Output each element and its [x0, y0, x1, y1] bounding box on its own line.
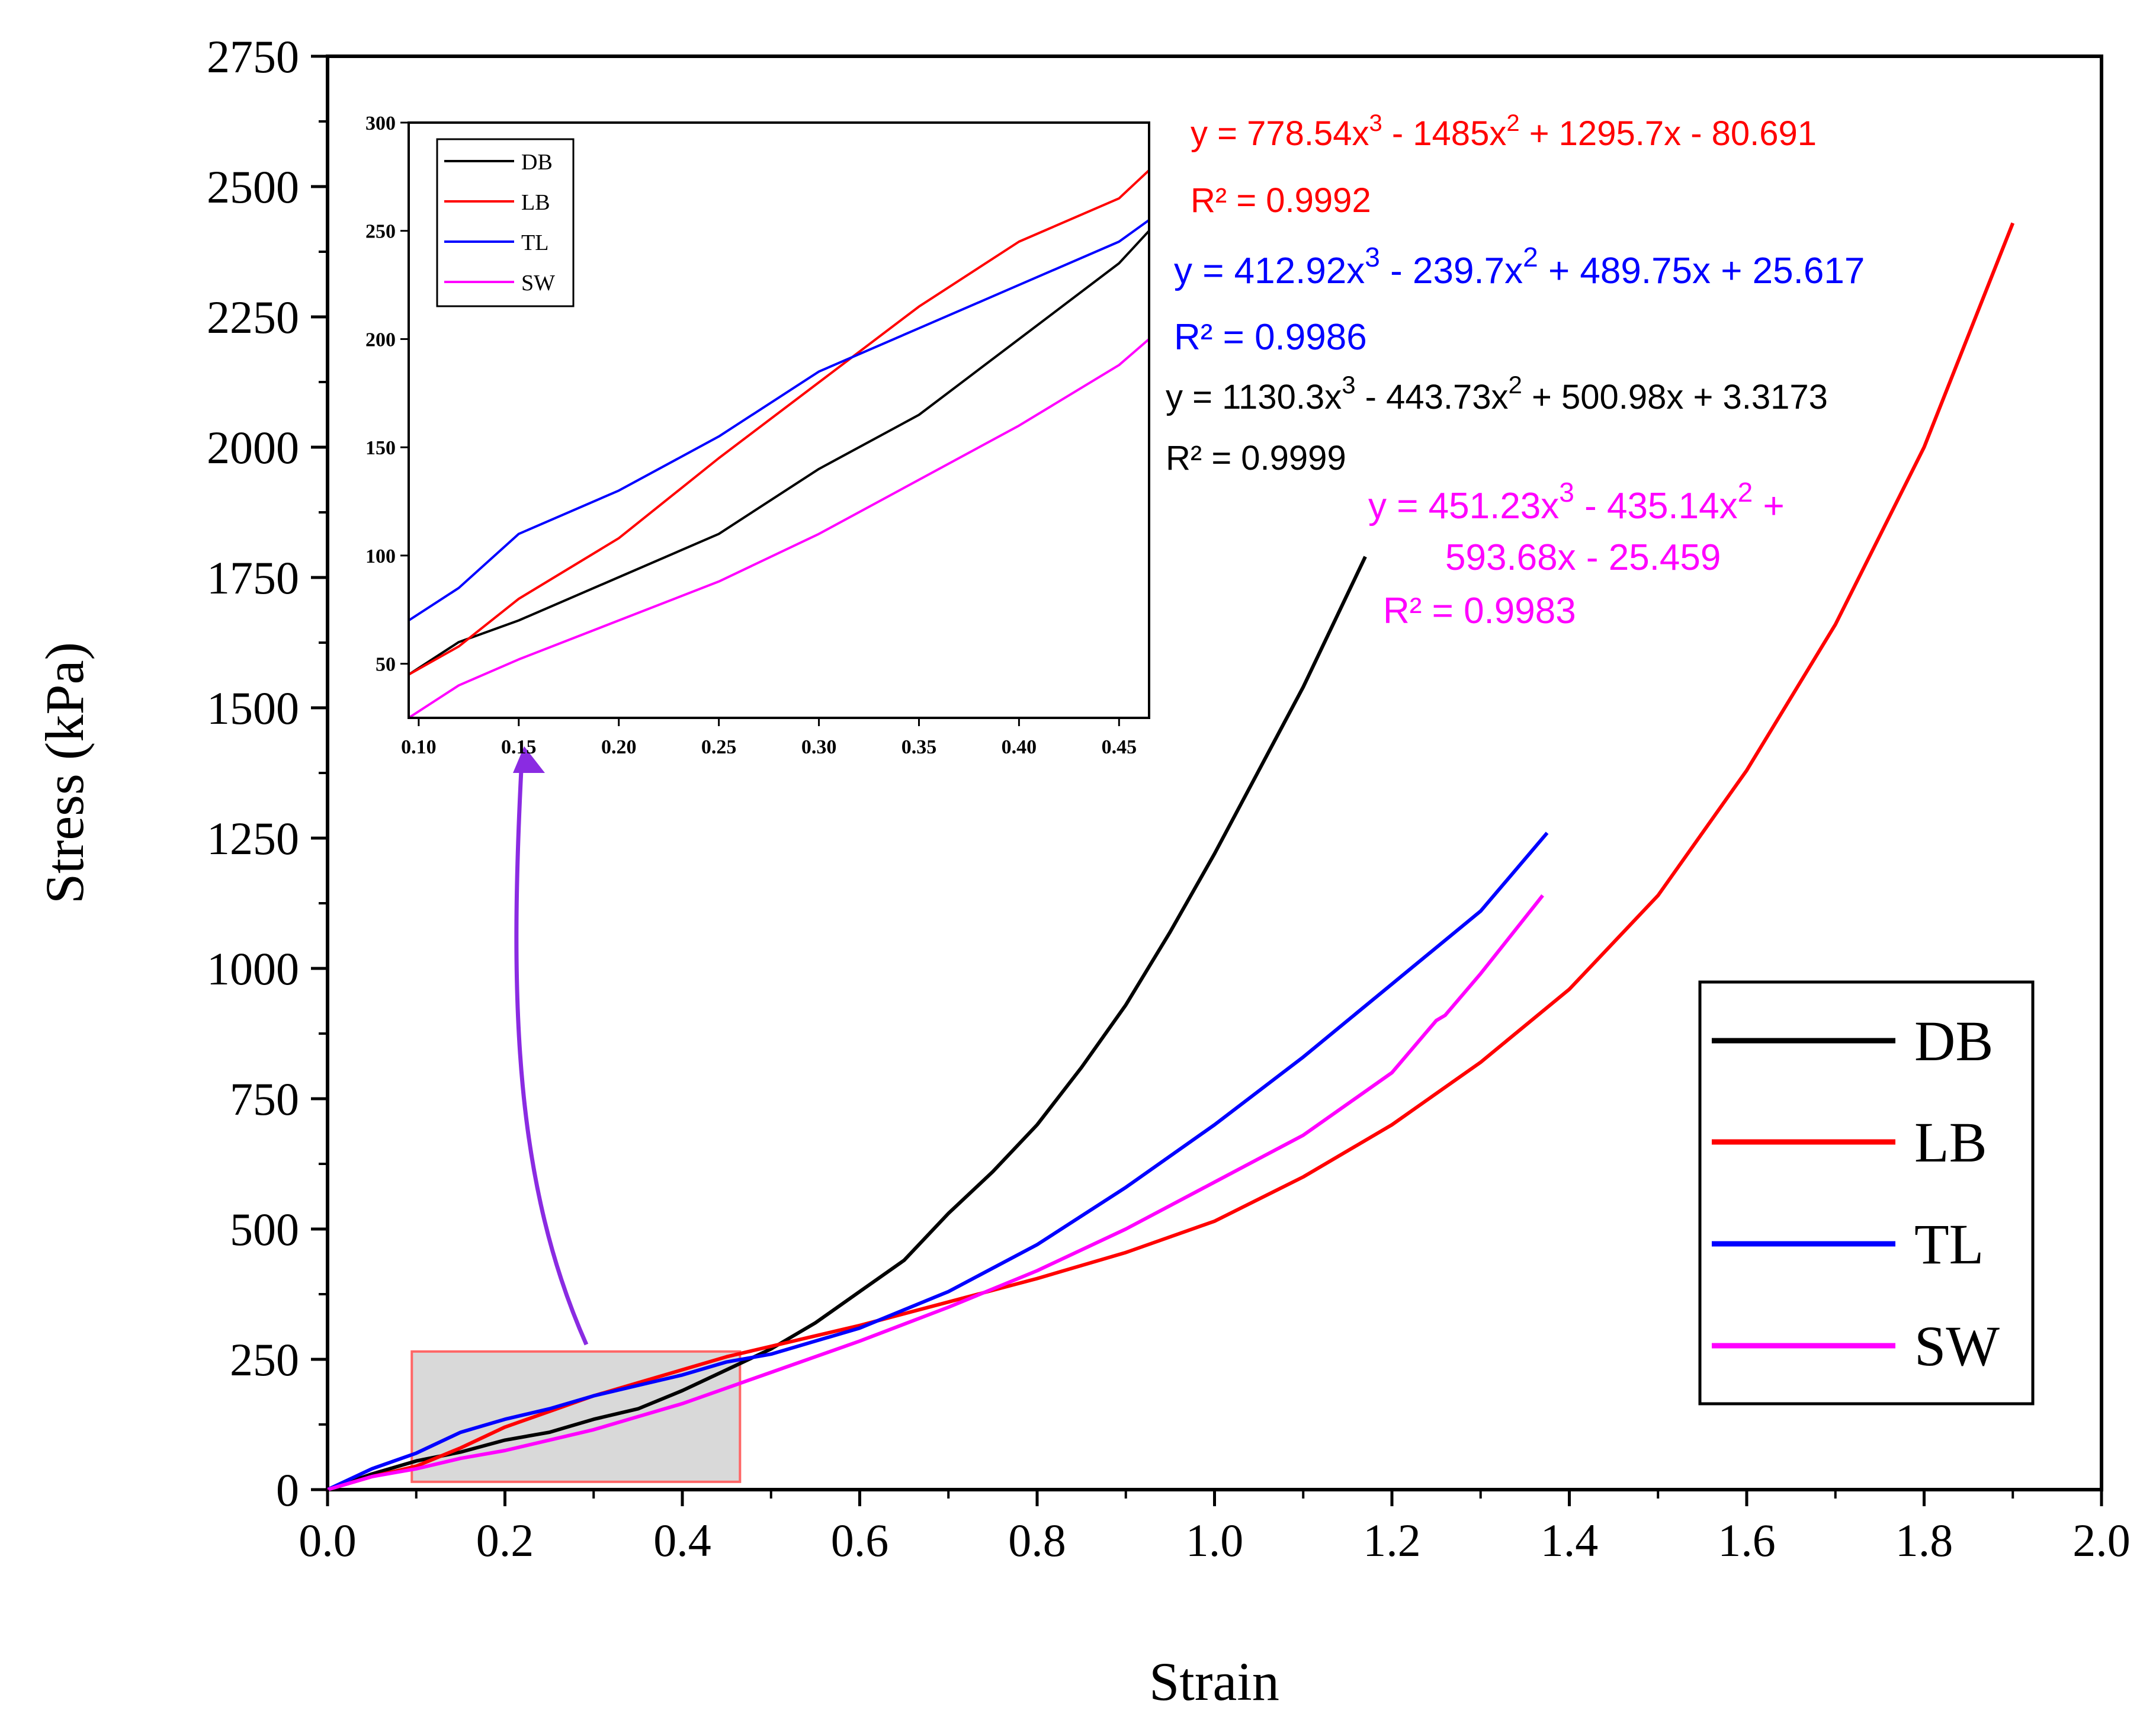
legend-label-db: DB: [1914, 1009, 1993, 1073]
main-legend-frame: [1698, 980, 2035, 1406]
legend-label-tl: TL: [1914, 1212, 1984, 1276]
inset-x-tick-label: 0.10: [401, 736, 437, 758]
inset-legend-label-db: DB: [521, 150, 553, 175]
main-y-ticks: 0 250 500 750 1000 1250 1500 1750 2000 2250 2500 27…: [207, 31, 328, 1516]
zoom-arrow: [514, 769, 589, 1346]
inset-y-tick-label: 50: [376, 654, 396, 676]
y-tick-label: 1250: [207, 813, 299, 864]
inset-series-group: [408, 169, 1150, 719]
x-tick-label: 2.0: [2072, 1515, 2131, 1566]
y-tick-label: 2500: [207, 161, 299, 213]
x-tick-label: 0.2: [476, 1515, 534, 1566]
equation-tl: y = 412.92x3 - 239.7x2 + 489.75x + 25.61…: [1174, 242, 1865, 291]
x-tick-label: 1.0: [1186, 1515, 1244, 1566]
x-tick-label: 0.6: [831, 1515, 889, 1566]
inset-plot-frame: [408, 121, 1150, 719]
y-tick-label: 250: [230, 1334, 299, 1385]
inset-series-line-lb: [408, 169, 1150, 676]
r2-tl: R² = 0.9986: [1174, 317, 1367, 358]
fit-equation-lb: y = 778.54x3 - 1485x2 + 1295.7x - 80.691…: [1191, 110, 1817, 220]
main-legend: DB LB TL SW: [1698, 980, 2035, 1406]
inset-legend-label-sw: SW: [521, 271, 555, 296]
inset-x-tick-label: 0.15: [501, 736, 537, 758]
equation-sw: y = 451.23x3 - 435.14x2 +: [1368, 477, 1785, 527]
inset-y-tick-label: 250: [365, 221, 396, 243]
y-tick-label: 2250: [207, 291, 299, 343]
inset-y-tick-label: 150: [365, 437, 396, 459]
y-tick-label: 0: [276, 1464, 299, 1516]
inset-y-tick-label: 300: [365, 113, 396, 134]
x-tick-label: 1.4: [1541, 1515, 1599, 1566]
x-tick-label: 0.0: [299, 1515, 357, 1566]
inset-y-tick-label: 100: [365, 546, 396, 567]
inset-legend-label-tl: TL: [521, 230, 548, 255]
inset-legend: DB LB TL SW: [436, 138, 575, 307]
zoom-arrow-head: [513, 746, 545, 773]
series-line-lb: [327, 222, 2015, 1491]
inset-x-tick-label: 0.45: [1102, 736, 1137, 758]
main-series-group: [326, 222, 2015, 1491]
y-tick-label: 750: [230, 1073, 299, 1125]
inset-x-tick-label: 0.20: [601, 736, 637, 758]
inset-y-ticks: 50 100 150 200 250 300: [365, 113, 409, 676]
x-tick-label: 1.2: [1363, 1515, 1421, 1566]
y-tick-label: 1750: [207, 552, 299, 604]
fit-equation-sw: y = 451.23x3 - 435.14x2 + 593.68x - 25.4…: [1368, 477, 1785, 631]
x-tick-label: 1.8: [1895, 1515, 1953, 1566]
inset-legend-frame: [436, 138, 575, 307]
fit-equation-tl: y = 412.92x3 - 239.7x2 + 489.75x + 25.61…: [1174, 242, 1865, 358]
inset-x-tick-label: 0.40: [1002, 736, 1037, 758]
inset-x-tick-label: 0.35: [901, 736, 937, 758]
y-tick-label: 2000: [207, 422, 299, 473]
x-axis-label: Strain: [1149, 1651, 1279, 1712]
fit-equation-db: y = 1130.3x3 - 443.73x2 + 500.98x + 3.31…: [1166, 371, 1828, 477]
legend-label-sw: SW: [1914, 1314, 2000, 1378]
y-tick-label: 1500: [207, 682, 299, 734]
inset-x-tick-label: 0.30: [801, 736, 837, 758]
x-tick-label: 0.4: [653, 1515, 711, 1566]
inset-series-line-db: [408, 230, 1150, 676]
y-axis-label: Stress (kPa): [34, 642, 95, 904]
inset-series-line-sw: [408, 338, 1150, 719]
x-tick-label: 1.6: [1718, 1515, 1776, 1566]
r2-db: R² = 0.9999: [1166, 439, 1346, 477]
r2-lb: R² = 0.9992: [1191, 181, 1371, 220]
y-tick-label: 1000: [207, 943, 299, 994]
series-line-sw: [327, 894, 1544, 1491]
inset-x-tick-label: 0.25: [701, 736, 737, 758]
inset-y-tick-label: 200: [365, 329, 396, 351]
y-tick-label: 2750: [207, 31, 299, 82]
legend-label-lb: LB: [1914, 1111, 1987, 1174]
inset-x-ticks: 0.10 0.15 0.20 0.25 0.30 0.35 0.40 0.45: [401, 718, 1137, 758]
equation-lb: y = 778.54x3 - 1485x2 + 1295.7x - 80.691: [1191, 110, 1817, 153]
x-tick-label: 0.8: [1008, 1515, 1066, 1566]
series-line-db: [327, 556, 1367, 1491]
r2-sw: R² = 0.9983: [1383, 591, 1576, 631]
main-x-ticks: 0.0 0.2 0.4 0.6 0.8 1.0 1.2 1.4 1.6 1.8 2.0: [299, 1490, 2131, 1566]
inset-legend-label-lb: LB: [521, 190, 550, 215]
equation-db: y = 1130.3x3 - 443.73x2 + 500.98x + 3.31…: [1166, 371, 1828, 416]
series-line-tl: [326, 832, 1549, 1491]
y-tick-label: 500: [230, 1204, 299, 1255]
inset-series-line-tl: [408, 219, 1150, 622]
equation-sw-line2: 593.68x - 25.459: [1445, 537, 1721, 578]
